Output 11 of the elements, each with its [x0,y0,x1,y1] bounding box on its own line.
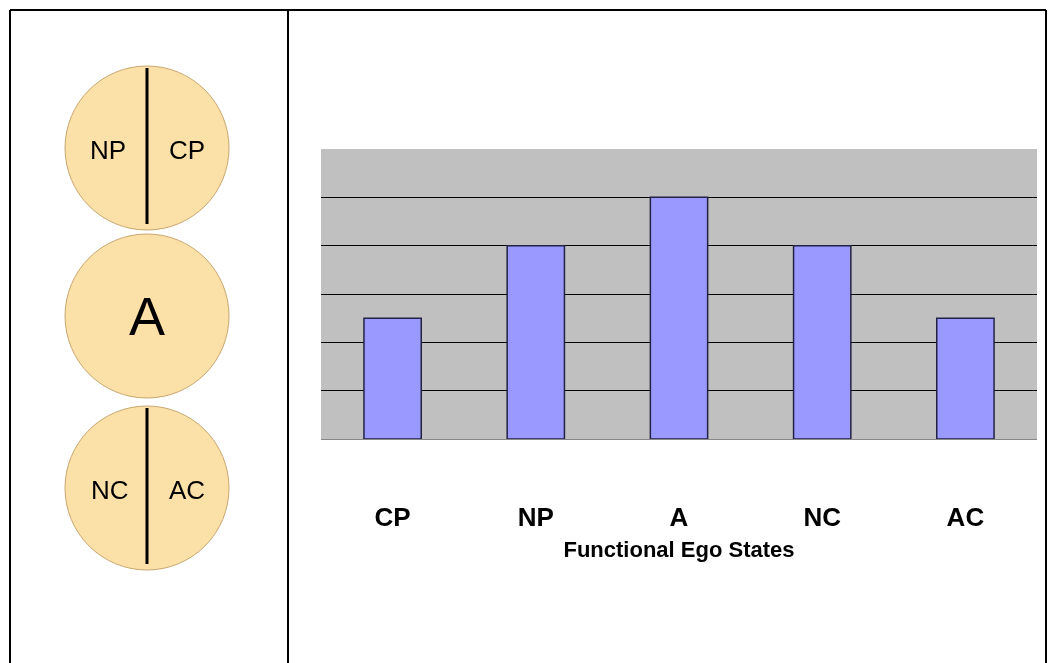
text: AC [169,475,206,505]
x-tick-label: A [669,502,689,533]
x-tick-label: NP [517,502,554,533]
text: A [129,286,166,346]
x-tick-label: CP [374,502,411,533]
x-axis-title: Functional Ego States [563,537,795,563]
x-tick-label: NC [803,502,842,533]
text: NC [91,475,129,505]
x-tick-label: AC [946,502,985,533]
text: CP [169,135,206,165]
text: NP [90,135,127,165]
